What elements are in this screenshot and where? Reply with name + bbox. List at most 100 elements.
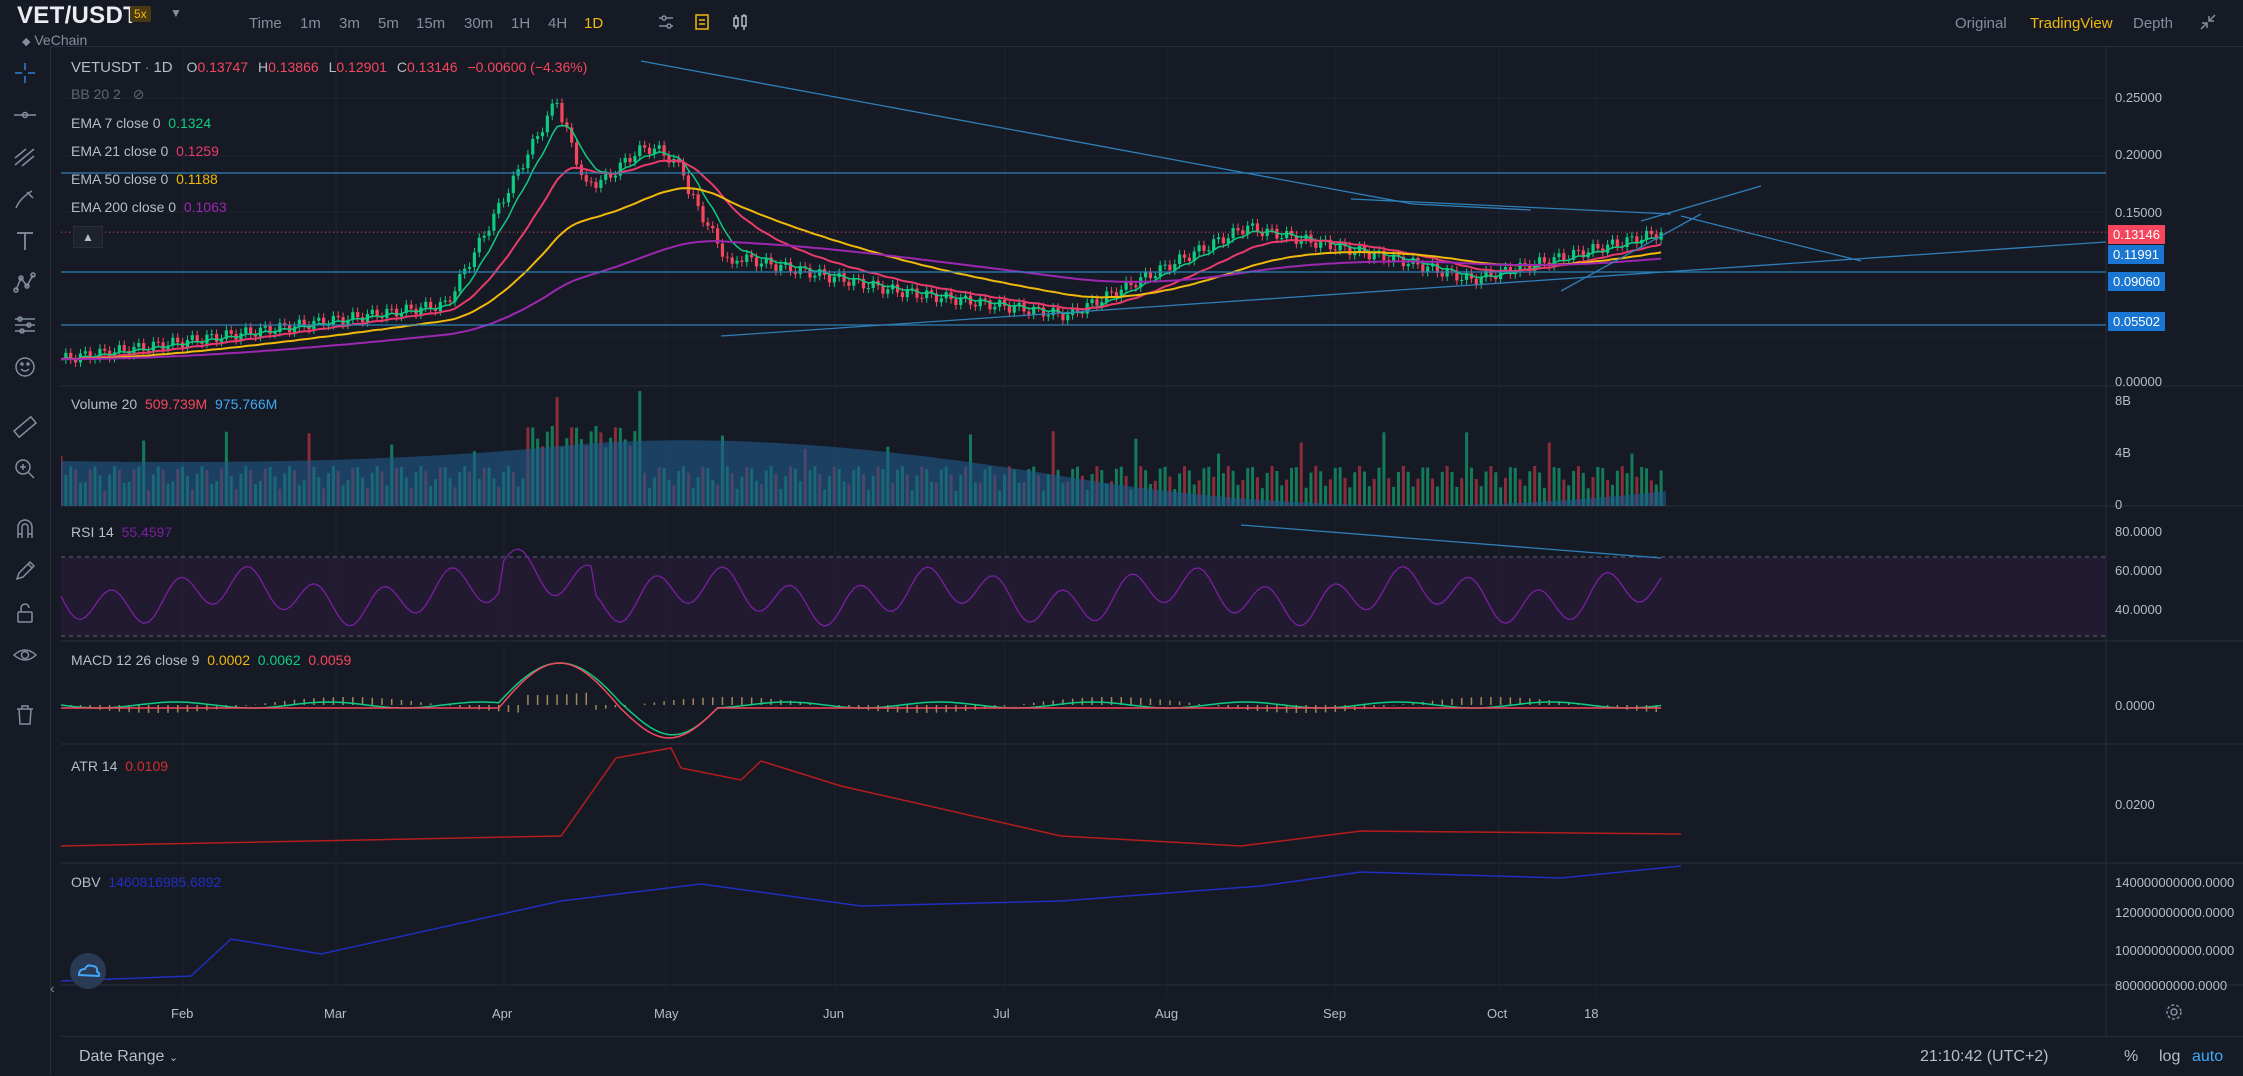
candle-body	[613, 175, 618, 178]
volume-bar	[1226, 466, 1230, 506]
magnet-icon[interactable]	[12, 516, 38, 542]
candle-body	[701, 206, 705, 223]
prediction-icon[interactable]	[12, 312, 38, 338]
date-range-button[interactable]: Date Range ⌄	[79, 1048, 178, 1066]
trash-icon[interactable]	[12, 702, 38, 728]
emoji-icon[interactable]	[12, 354, 38, 380]
trend-line-icon[interactable]	[12, 144, 38, 170]
volume-bar	[1231, 470, 1235, 506]
volume-bar	[1659, 470, 1663, 506]
timeframe-4h[interactable]: 4H	[548, 15, 568, 32]
timeframe-1h[interactable]: 1H	[511, 15, 531, 32]
auto-toggle[interactable]: auto	[2192, 1048, 2224, 1065]
candle-body	[438, 301, 442, 311]
timeframe-3m[interactable]: 3m	[339, 15, 360, 32]
candle-body	[774, 264, 778, 271]
candle-body	[1046, 315, 1050, 317]
candle-body	[331, 315, 335, 326]
ema7-line	[61, 124, 1662, 360]
candle-body	[1221, 237, 1226, 244]
macd-label: MACD 12 26 close 9	[71, 652, 200, 668]
volume-bar	[1290, 467, 1293, 506]
volume-bar	[1450, 472, 1454, 506]
zoom-in-icon[interactable]	[12, 456, 38, 482]
percent-toggle[interactable]: %	[2124, 1048, 2139, 1065]
indicator-settings-icon[interactable]	[656, 12, 676, 32]
time-axis-label: Jul	[993, 1006, 1010, 1021]
eye-icon[interactable]	[12, 642, 38, 668]
ema50-legend[interactable]: EMA 50 close 0 0.1188	[71, 171, 218, 187]
trend-line	[1412, 203, 1532, 211]
volume-bar	[1513, 467, 1517, 506]
indicators-icon[interactable]	[692, 12, 712, 32]
candle-body	[88, 351, 92, 360]
date-range-label: Date Range	[79, 1048, 165, 1065]
ema21-legend[interactable]: EMA 21 close 0 0.1259	[71, 143, 219, 159]
candle-body	[1124, 281, 1128, 290]
volume-bar	[1533, 466, 1537, 506]
volume-bar	[1246, 468, 1250, 506]
candle-body	[511, 175, 515, 194]
brush-icon[interactable]	[12, 186, 38, 212]
candle-body	[263, 325, 267, 328]
eye-off-icon[interactable]: ⊘	[132, 86, 145, 102]
volume-bar	[1270, 466, 1274, 506]
clock: 21:10:42 (UTC+2)	[1920, 1048, 2049, 1065]
candle-body	[443, 300, 447, 302]
rsi-legend[interactable]: RSI 14 55.4597	[71, 524, 172, 540]
candle-body	[171, 337, 175, 346]
bb-legend[interactable]: BB 20 2 ⊘	[71, 86, 144, 103]
view-tradingview[interactable]: TradingView	[2030, 15, 2113, 32]
timeframe-1m[interactable]: 1m	[300, 15, 321, 32]
obv-legend[interactable]: OBV 1460816985.6892	[71, 874, 221, 890]
candle-body	[278, 323, 282, 333]
crosshair-icon[interactable]	[12, 60, 38, 86]
timeframe-15m[interactable]: 15m	[416, 15, 446, 32]
timeframe-1d[interactable]: 1D	[584, 15, 604, 32]
volume-legend[interactable]: Volume 20 509.739M 975.766M	[71, 396, 277, 412]
view-depth[interactable]: Depth	[2133, 15, 2174, 32]
draw-mode-icon[interactable]	[12, 558, 38, 584]
volume-bar	[1280, 485, 1284, 506]
candle-body	[467, 267, 472, 269]
gear-icon[interactable]	[2164, 1002, 2184, 1022]
candle-body	[1075, 307, 1080, 313]
view-original[interactable]: Original	[1955, 15, 2007, 32]
tradingview-logo[interactable]	[70, 953, 106, 989]
volume-bar	[1202, 468, 1206, 506]
timeframe-time[interactable]: Time	[249, 15, 282, 32]
candle-body	[453, 291, 457, 302]
candle-body	[1528, 264, 1532, 271]
ruler-icon[interactable]	[12, 414, 38, 440]
candle-body	[871, 280, 875, 288]
timeframe-30m[interactable]: 30m	[464, 15, 494, 32]
ema200-legend[interactable]: EMA 200 close 0 0.1063	[71, 199, 227, 215]
chevron-left-icon[interactable]: ‹	[50, 980, 55, 996]
lock-icon[interactable]	[12, 600, 38, 626]
pattern-icon[interactable]	[12, 270, 38, 296]
atr-legend[interactable]: ATR 14 0.0109	[71, 758, 168, 774]
chevron-down-icon[interactable]: ▼	[170, 6, 182, 20]
candle-body	[1246, 225, 1250, 235]
candle-body	[1285, 230, 1289, 239]
ema7-legend[interactable]: EMA 7 close 0 0.1324	[71, 115, 211, 131]
volume-bar	[1377, 467, 1381, 506]
price-chart[interactable]	[61, 46, 2243, 1036]
collapse-icon[interactable]	[2198, 12, 2218, 32]
collapse-legend-button[interactable]: ▲	[73, 226, 103, 248]
candle-style-icon[interactable]	[730, 12, 750, 32]
candle-body	[1036, 306, 1041, 308]
candle-body	[861, 278, 866, 289]
candle-body	[1421, 264, 1425, 272]
macd-legend[interactable]: MACD 12 26 close 9 0.0002 0.0062 0.0059	[71, 652, 351, 668]
horizontal-line-icon[interactable]	[12, 102, 38, 128]
candle-body	[1158, 265, 1162, 277]
candle-body	[1596, 244, 1600, 249]
timeframe-5m[interactable]: 5m	[378, 15, 399, 32]
symbol-title[interactable]: VET/USDT	[17, 2, 139, 29]
log-toggle[interactable]: log	[2159, 1048, 2181, 1065]
candle-body	[117, 345, 121, 353]
candle-body	[1143, 272, 1148, 278]
text-tool-icon[interactable]	[12, 228, 38, 254]
volume-bar	[1372, 478, 1376, 506]
